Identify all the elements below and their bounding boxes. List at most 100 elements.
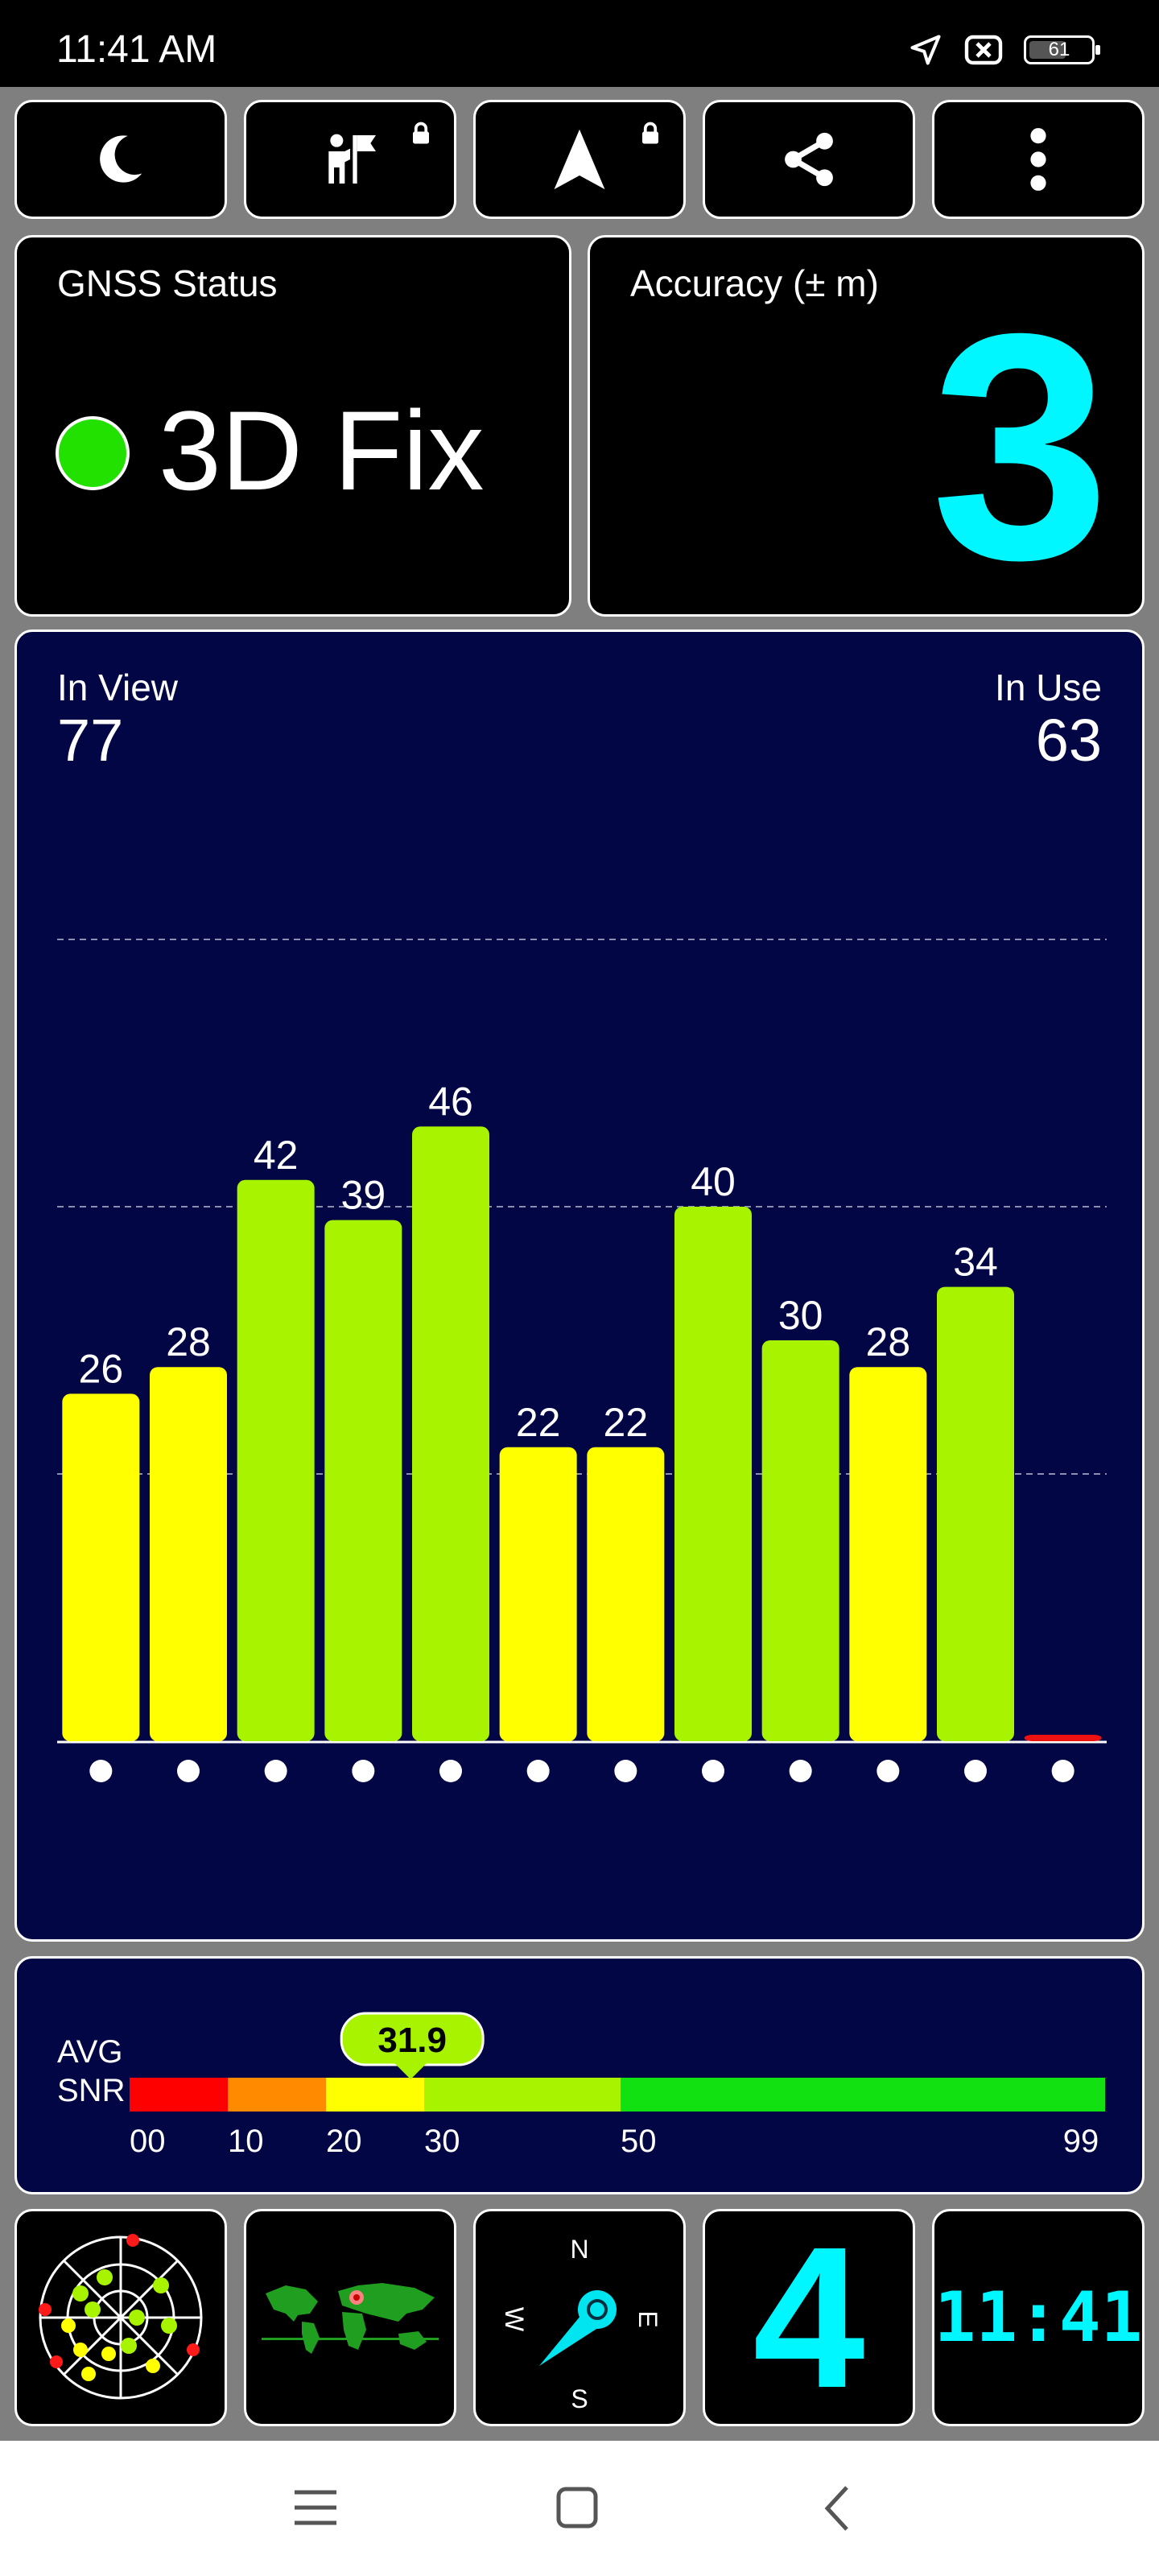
bar-value-label: 39 bbox=[341, 1173, 386, 1218]
svg-text:W: W bbox=[500, 2307, 529, 2332]
menu-icon[interactable] bbox=[293, 2487, 338, 2528]
battery-level: 61 bbox=[1048, 39, 1070, 60]
lock-icon bbox=[413, 122, 429, 144]
satellite-dot bbox=[264, 1760, 287, 1782]
navigation-button[interactable] bbox=[473, 100, 686, 219]
fix-indicator-dot bbox=[56, 416, 130, 490]
sky-plot-icon bbox=[39, 2234, 203, 2400]
satellite-snr-bar-chart: 2605280742133914461522172220402330242828… bbox=[57, 939, 1107, 1782]
person-with-flag-icon bbox=[328, 134, 376, 184]
bar bbox=[412, 1126, 489, 1741]
bar-value-label: 40 bbox=[691, 1159, 736, 1204]
bar-value-label: 34 bbox=[953, 1240, 998, 1285]
satellite-count-button[interactable]: 4 bbox=[703, 2209, 915, 2426]
bar-value-label: 22 bbox=[516, 1400, 561, 1445]
bar bbox=[849, 1367, 927, 1741]
bar bbox=[499, 1447, 577, 1741]
clock-button[interactable]: 11:41 bbox=[932, 2209, 1145, 2426]
world-map-button[interactable] bbox=[244, 2209, 456, 2426]
accuracy-value: 3 bbox=[930, 266, 1110, 626]
bar bbox=[150, 1367, 227, 1741]
bar bbox=[324, 1220, 402, 1741]
battery-icon: 61 bbox=[1024, 35, 1100, 64]
bar-value-label: 28 bbox=[866, 1319, 911, 1364]
bar-value-label: 42 bbox=[254, 1133, 299, 1178]
sky-plot-button[interactable] bbox=[14, 2209, 227, 2426]
bar bbox=[937, 1286, 1014, 1741]
accuracy-tile: Accuracy (± m) 3 bbox=[588, 235, 1145, 617]
night-mode-button[interactable] bbox=[14, 100, 227, 219]
bar-value-label: 30 bbox=[778, 1293, 823, 1338]
snr-scale-label: 20 bbox=[326, 2124, 362, 2159]
snr-scale-label: 00 bbox=[130, 2124, 166, 2159]
bar-value-label: 22 bbox=[604, 1400, 649, 1445]
snr-scale: 00 10 20 30 50 99 31.9 bbox=[130, 2012, 1105, 2159]
snr-segment bbox=[621, 2078, 1105, 2112]
bar bbox=[62, 1393, 140, 1741]
svg-text:E: E bbox=[633, 2310, 662, 2327]
in-view-count: 77 bbox=[57, 707, 124, 774]
snr-segment bbox=[424, 2078, 621, 2112]
satellite-dot bbox=[614, 1760, 637, 1782]
satellite-dot bbox=[702, 1760, 724, 1782]
lock-icon bbox=[642, 122, 658, 144]
snr-scale-label: 50 bbox=[621, 2124, 657, 2159]
status-time: 11:41 AM bbox=[56, 28, 217, 71]
compass-button[interactable]: N S W E bbox=[473, 2209, 686, 2426]
satellite-dot bbox=[789, 1760, 812, 1782]
more-vertical-icon bbox=[1030, 128, 1046, 191]
snr-segment bbox=[130, 2078, 228, 2112]
status-bar: 11:41 AM 61 bbox=[0, 0, 1159, 87]
gnss-status-tile: GNSS Status 3D Fix bbox=[14, 235, 571, 617]
system-nav-bar bbox=[0, 2441, 1159, 2576]
snr-segment bbox=[326, 2078, 424, 2112]
location-arrow-icon bbox=[910, 35, 941, 65]
snr-label-avg: AVG bbox=[57, 2034, 123, 2070]
fix-status-value: 3D Fix bbox=[159, 387, 485, 514]
navigation-arrow-icon bbox=[554, 129, 605, 190]
guide-button[interactable] bbox=[244, 100, 456, 219]
satellite-dot bbox=[964, 1760, 987, 1782]
bar bbox=[1024, 1735, 1102, 1741]
bar-value-label: 46 bbox=[428, 1079, 473, 1124]
notification-blocked-icon bbox=[964, 35, 1003, 65]
back-icon[interactable] bbox=[821, 2484, 853, 2533]
gnss-status-label: GNSS Status bbox=[57, 262, 278, 304]
bar bbox=[761, 1340, 839, 1741]
satellite-dot bbox=[177, 1760, 200, 1782]
satellite-dot bbox=[439, 1760, 462, 1782]
satellite-count-value: 4 bbox=[753, 2205, 865, 2429]
snr-scale-label: 99 bbox=[1063, 2124, 1099, 2159]
snr-value-pointer bbox=[394, 2063, 427, 2079]
in-use-count: 63 bbox=[1035, 707, 1102, 774]
in-use-label: In Use bbox=[995, 667, 1102, 708]
snr-scale-label: 30 bbox=[424, 2124, 460, 2159]
snr-label-snr: SNR bbox=[57, 2073, 126, 2108]
moon-icon bbox=[100, 135, 142, 183]
satellite-dot bbox=[89, 1760, 113, 1782]
svg-text:N: N bbox=[570, 2235, 588, 2264]
snr-average-value: 31.9 bbox=[377, 2021, 447, 2060]
bar bbox=[674, 1207, 752, 1741]
avg-snr-panel: AVG SNR 00 10 20 30 50 99 31.9 bbox=[14, 1956, 1145, 2194]
bar bbox=[587, 1447, 665, 1741]
home-icon[interactable] bbox=[555, 2486, 599, 2529]
status-icons: 61 bbox=[908, 32, 1100, 68]
bar-value-label: 28 bbox=[166, 1319, 211, 1364]
bar-value-label: 26 bbox=[79, 1346, 124, 1391]
svg-text:S: S bbox=[571, 2384, 588, 2413]
share-button[interactable] bbox=[703, 100, 915, 219]
satellite-dot bbox=[352, 1760, 375, 1782]
compass-icon: N S W E bbox=[500, 2235, 662, 2413]
accuracy-label: Accuracy (± m) bbox=[630, 262, 879, 304]
satellite-dot bbox=[526, 1760, 550, 1782]
in-view-label: In View bbox=[57, 667, 179, 708]
world-map-icon bbox=[262, 2283, 439, 2354]
share-icon bbox=[785, 132, 833, 187]
bar bbox=[237, 1179, 315, 1741]
snr-scale-label: 10 bbox=[228, 2124, 264, 2159]
clock-value: 11:41 bbox=[934, 2277, 1143, 2358]
more-options-button[interactable] bbox=[932, 100, 1145, 219]
satellite-dot bbox=[876, 1760, 900, 1782]
snr-segment bbox=[228, 2078, 326, 2112]
